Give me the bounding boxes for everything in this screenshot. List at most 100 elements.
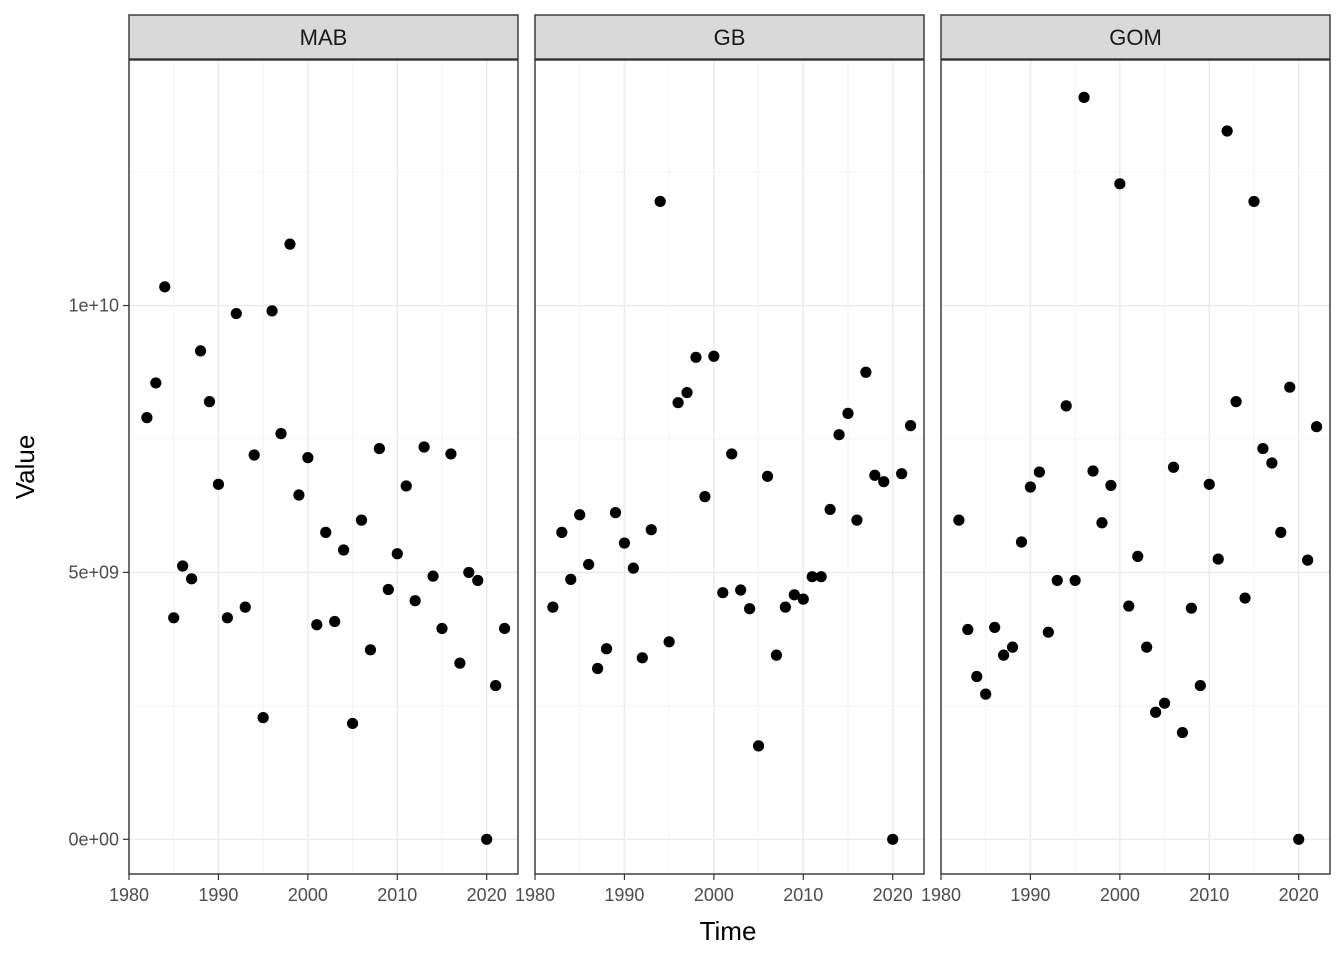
- x-tick-label: 2020: [1279, 885, 1319, 905]
- data-point: [962, 623, 974, 636]
- data-point: [1141, 641, 1153, 653]
- data-point: [989, 621, 1001, 633]
- data-point: [302, 452, 314, 464]
- data-point: [284, 238, 296, 250]
- strip-background: [128, 14, 519, 60]
- data-point: [600, 643, 613, 655]
- data-point: [454, 657, 466, 669]
- data-point: [1060, 400, 1072, 412]
- data-point: [565, 573, 577, 585]
- data-point: [708, 350, 720, 362]
- data-point: [833, 429, 845, 441]
- data-point: [1006, 641, 1019, 653]
- data-point: [1266, 457, 1278, 469]
- x-tick-label: 2020: [467, 885, 507, 905]
- data-point: [1024, 481, 1037, 493]
- data-point: [1230, 396, 1242, 408]
- x-tick-label: 2010: [1189, 885, 1229, 905]
- strip-label: GOM: [1109, 25, 1162, 50]
- data-point: [1257, 442, 1269, 455]
- data-point: [1042, 626, 1054, 638]
- data-point: [230, 307, 242, 320]
- data-point: [320, 526, 332, 538]
- data-point: [980, 688, 992, 700]
- x-tick-label: 1990: [198, 885, 238, 905]
- y-tick-label: 1e+10: [68, 296, 119, 316]
- x-tick-label: 2000: [694, 885, 734, 905]
- data-point: [997, 649, 1010, 661]
- panel-border: [940, 59, 1331, 875]
- data-point: [699, 491, 711, 503]
- strip-background: [940, 14, 1331, 60]
- data-point: [1221, 125, 1233, 137]
- data-point: [185, 573, 198, 585]
- data-point: [1185, 602, 1197, 614]
- data-point: [672, 397, 684, 409]
- panel-gb: GB 1980 1990 2000 2010 2020: [515, 14, 925, 905]
- data-point: [1033, 466, 1045, 478]
- data-point: [355, 514, 368, 526]
- panel-gom: GOM 1980 1990 2000 2010 2020: [921, 14, 1331, 905]
- x-tick-label: 1980: [515, 885, 555, 905]
- data-point: [1194, 679, 1206, 692]
- data-point: [896, 468, 908, 480]
- data-point: [761, 470, 774, 482]
- x-tick-label: 2010: [783, 885, 823, 905]
- data-point: [1105, 479, 1117, 492]
- x-tick-label: 1980: [921, 885, 961, 905]
- data-point: [472, 574, 484, 587]
- data-point: [1176, 726, 1189, 739]
- data-point: [690, 351, 702, 363]
- data-point: [445, 448, 457, 460]
- data-point: [860, 366, 872, 378]
- data-point: [391, 548, 403, 560]
- data-point: [266, 305, 278, 317]
- data-point: [574, 509, 586, 521]
- data-point: [293, 489, 305, 501]
- data-point: [824, 503, 836, 516]
- data-point: [1123, 600, 1135, 612]
- data-point: [1212, 553, 1224, 565]
- data-point: [1150, 706, 1162, 718]
- data-point: [1078, 91, 1090, 103]
- data-point: [681, 386, 693, 399]
- data-point: [1275, 526, 1287, 538]
- data-point: [418, 441, 430, 453]
- data-point: [1132, 550, 1144, 563]
- data-point: [275, 428, 287, 440]
- data-point: [168, 612, 180, 624]
- data-point: [806, 571, 818, 583]
- data-point: [1284, 381, 1296, 393]
- data-point: [150, 377, 162, 389]
- data-point: [770, 649, 783, 661]
- strip-label: GB: [714, 25, 746, 50]
- data-point: [797, 593, 809, 605]
- x-tick-label: 2000: [1100, 885, 1140, 905]
- data-point: [1203, 478, 1215, 490]
- y-axis-title: Value: [10, 435, 40, 500]
- data-point: [663, 636, 675, 648]
- panel-background: [129, 60, 518, 874]
- data-point: [788, 589, 800, 601]
- data-point: [752, 740, 765, 752]
- data-point: [212, 478, 225, 490]
- data-point: [971, 670, 983, 683]
- data-point: [627, 562, 639, 574]
- data-point: [904, 420, 917, 432]
- data-point: [346, 717, 359, 730]
- panel-mab: MAB 1980 1990 2000 2010 2020: [109, 14, 519, 905]
- x-axis-title: Time: [700, 916, 757, 946]
- data-point: [547, 601, 559, 613]
- panel-background: [941, 60, 1330, 874]
- strip-label: MAB: [300, 25, 348, 50]
- data-point: [953, 514, 965, 526]
- data-point: [239, 601, 251, 613]
- data-point: [779, 601, 791, 613]
- panel-border: [534, 59, 925, 875]
- data-point: [490, 679, 502, 692]
- data-point: [815, 571, 827, 583]
- panel-border: [128, 59, 519, 875]
- data-point: [257, 712, 269, 724]
- panels-group: MAB 1980 1990 2000 2010 2020 GB 1980 1990 2000 201…: [109, 14, 1331, 905]
- data-point: [1310, 421, 1323, 433]
